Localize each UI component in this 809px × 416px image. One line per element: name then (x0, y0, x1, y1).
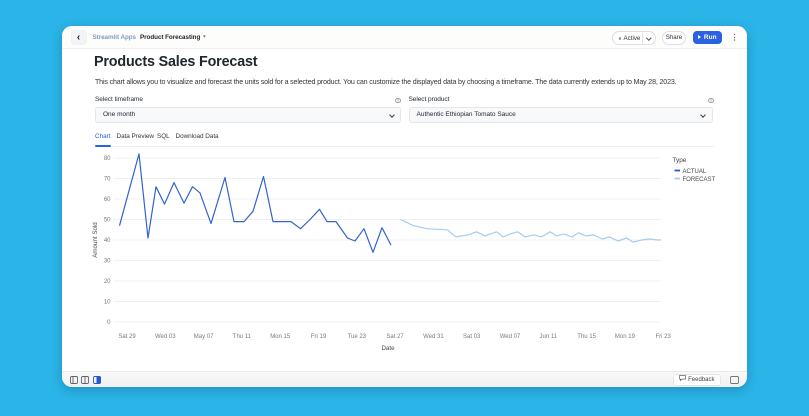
svg-text:60: 60 (104, 197, 111, 203)
svg-text:70: 70 (104, 177, 111, 183)
svg-text:Sat 29: Sat 29 (118, 334, 136, 340)
svg-text:Tue 23: Tue 23 (348, 334, 367, 340)
svg-text:Mon 15: Mon 15 (270, 334, 291, 340)
svg-text:Amount Sold: Amount Sold (92, 222, 99, 258)
svg-text:FORECAST: FORECAST (683, 177, 716, 183)
svg-text:Wed 31: Wed 31 (423, 334, 444, 340)
svg-text:Wed 03: Wed 03 (155, 334, 176, 340)
svg-text:20: 20 (104, 279, 111, 285)
svg-text:Type: Type (673, 157, 687, 164)
svg-text:Thu 11: Thu 11 (233, 334, 252, 340)
svg-text:May 07: May 07 (194, 334, 214, 340)
svg-text:Thu 15: Thu 15 (577, 334, 596, 340)
svg-text:Sat 27: Sat 27 (386, 334, 404, 340)
svg-text:Wed 07: Wed 07 (500, 334, 521, 340)
svg-text:40: 40 (104, 238, 111, 244)
svg-text:Fri 19: Fri 19 (311, 334, 327, 340)
svg-text:ACTUAL: ACTUAL (683, 169, 707, 175)
svg-text:0: 0 (107, 320, 111, 326)
svg-text:Date: Date (381, 345, 395, 352)
svg-text:Sat 03: Sat 03 (463, 334, 481, 340)
svg-text:30: 30 (104, 259, 111, 265)
svg-text:Jun 11: Jun 11 (540, 334, 558, 340)
svg-text:80: 80 (104, 156, 111, 162)
svg-text:Fri 23: Fri 23 (656, 334, 672, 340)
svg-text:50: 50 (104, 218, 111, 224)
svg-text:Mon 19: Mon 19 (615, 334, 636, 340)
svg-text:10: 10 (104, 300, 111, 306)
